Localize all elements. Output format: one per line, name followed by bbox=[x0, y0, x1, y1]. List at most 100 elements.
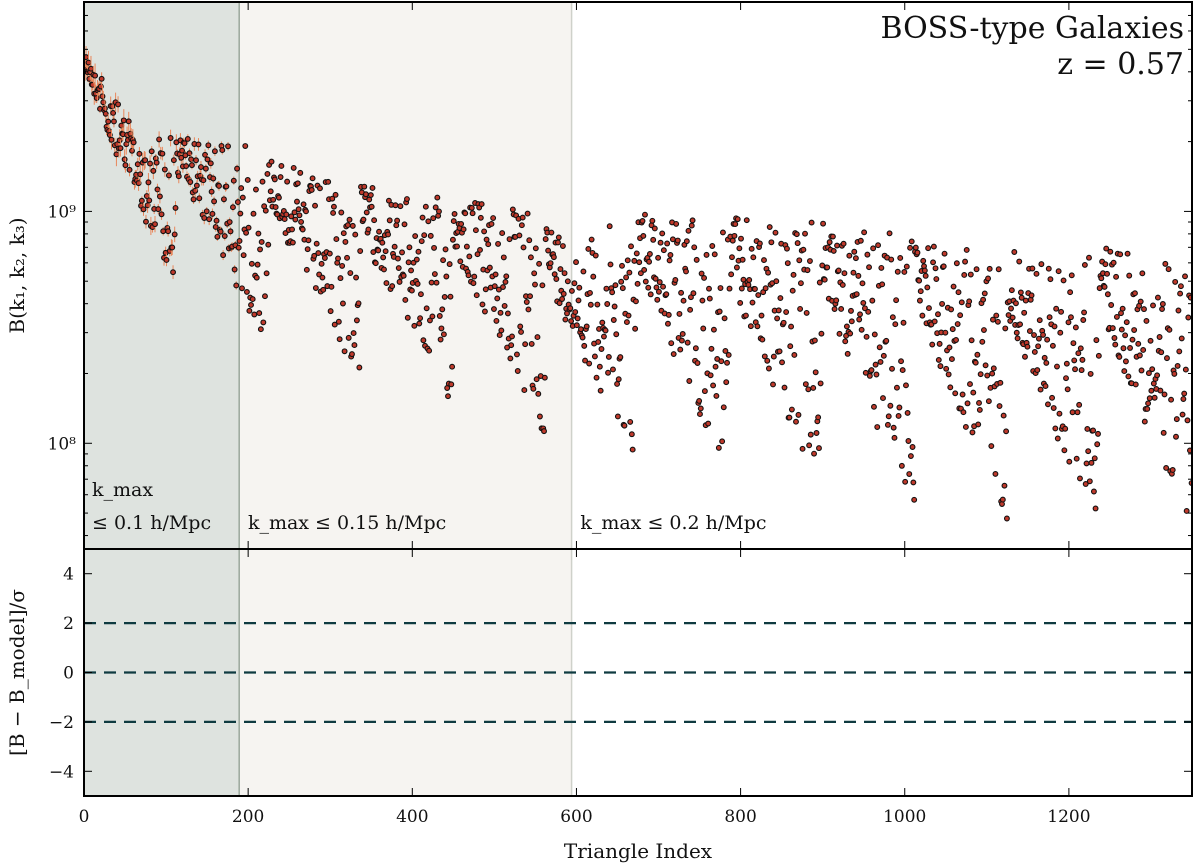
data-point bbox=[101, 105, 108, 112]
data-point bbox=[365, 226, 372, 233]
data-point bbox=[255, 230, 262, 237]
data-point bbox=[672, 277, 679, 283]
data-point bbox=[335, 318, 342, 325]
data-point bbox=[288, 213, 295, 220]
annotation-redshift: z = 0.57 bbox=[1057, 47, 1184, 82]
data-point bbox=[784, 245, 790, 252]
data-point bbox=[573, 259, 579, 266]
data-point bbox=[1109, 325, 1116, 332]
data-point bbox=[660, 283, 666, 290]
data-point bbox=[330, 209, 337, 216]
data-point bbox=[820, 220, 827, 227]
data-point bbox=[1035, 335, 1042, 342]
data-point bbox=[917, 288, 924, 295]
data-point bbox=[729, 254, 735, 261]
data-point bbox=[1016, 258, 1023, 265]
data-point bbox=[950, 283, 957, 290]
data-point bbox=[555, 234, 562, 241]
data-point bbox=[1146, 395, 1153, 402]
data-point bbox=[431, 271, 438, 277]
data-point bbox=[815, 414, 822, 421]
data-point bbox=[969, 429, 976, 436]
data-point bbox=[690, 290, 697, 297]
data-point bbox=[942, 329, 949, 336]
data-point bbox=[449, 363, 456, 370]
data-point bbox=[797, 305, 804, 312]
data-point bbox=[970, 389, 977, 396]
data-point bbox=[430, 215, 437, 222]
data-point bbox=[1179, 411, 1186, 418]
data-point bbox=[1037, 386, 1044, 393]
data-point bbox=[221, 233, 228, 239]
data-point bbox=[715, 444, 722, 451]
data-point bbox=[725, 352, 732, 358]
data-point bbox=[240, 252, 247, 259]
data-point bbox=[423, 305, 430, 312]
data-point bbox=[1052, 425, 1059, 432]
data-point bbox=[1165, 266, 1172, 273]
data-point bbox=[454, 243, 460, 250]
data-point bbox=[234, 199, 241, 206]
data-point bbox=[687, 306, 694, 313]
data-point bbox=[125, 118, 132, 125]
data-point bbox=[1050, 405, 1057, 411]
data-point bbox=[532, 281, 538, 288]
data-point bbox=[863, 333, 870, 340]
data-point bbox=[1169, 467, 1176, 473]
data-point bbox=[964, 400, 971, 407]
data-point bbox=[448, 381, 455, 388]
data-point bbox=[202, 151, 209, 158]
data-point bbox=[866, 264, 872, 271]
data-point bbox=[1127, 345, 1133, 351]
x-tick-label: 0 bbox=[79, 807, 90, 827]
data-point bbox=[642, 278, 649, 285]
data-point bbox=[765, 365, 772, 372]
data-point bbox=[775, 307, 782, 314]
data-point bbox=[1111, 335, 1118, 341]
data-point bbox=[208, 188, 215, 195]
data-point bbox=[524, 210, 531, 217]
data-point bbox=[1085, 448, 1092, 455]
data-point bbox=[471, 273, 478, 280]
data-point bbox=[1083, 460, 1090, 467]
data-point bbox=[1164, 355, 1170, 362]
data-point bbox=[1137, 298, 1144, 305]
data-point bbox=[955, 289, 962, 296]
y-tick-label: −4 bbox=[49, 762, 74, 782]
data-point bbox=[1178, 335, 1185, 342]
data-point bbox=[509, 206, 516, 213]
data-point bbox=[379, 239, 386, 246]
data-point bbox=[342, 238, 349, 245]
data-point bbox=[799, 445, 806, 452]
data-point bbox=[805, 386, 812, 393]
data-point bbox=[899, 367, 906, 374]
data-point bbox=[468, 204, 475, 211]
data-point bbox=[472, 227, 479, 234]
data-point bbox=[477, 247, 483, 253]
data-point bbox=[875, 242, 882, 249]
y-tick-label: 2 bbox=[63, 614, 74, 634]
data-point bbox=[478, 201, 485, 208]
data-point bbox=[894, 268, 901, 275]
data-point bbox=[248, 260, 255, 267]
data-point bbox=[703, 251, 710, 258]
data-point bbox=[916, 297, 923, 304]
data-point bbox=[380, 254, 387, 261]
data-point bbox=[1013, 300, 1019, 307]
data-point bbox=[504, 310, 511, 317]
data-point bbox=[308, 186, 315, 193]
data-point bbox=[482, 286, 489, 293]
data-point bbox=[930, 243, 937, 250]
data-point bbox=[1092, 505, 1099, 512]
data-point bbox=[260, 319, 267, 326]
data-point bbox=[824, 264, 831, 271]
data-point bbox=[749, 299, 756, 306]
data-point bbox=[230, 204, 236, 211]
data-point bbox=[889, 365, 895, 372]
data-point bbox=[990, 365, 997, 372]
data-point bbox=[335, 255, 341, 262]
data-point bbox=[422, 203, 429, 210]
data-point bbox=[436, 313, 443, 319]
data-point bbox=[1054, 363, 1060, 370]
data-point bbox=[1171, 370, 1178, 377]
